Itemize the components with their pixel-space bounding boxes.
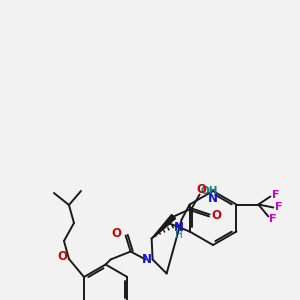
Polygon shape bbox=[152, 214, 176, 239]
Text: F: F bbox=[275, 202, 283, 212]
Text: O: O bbox=[212, 209, 222, 222]
Text: O: O bbox=[57, 250, 67, 263]
Text: N: N bbox=[142, 253, 152, 266]
Text: O: O bbox=[112, 227, 122, 240]
Text: F: F bbox=[272, 190, 280, 200]
Text: OH: OH bbox=[201, 185, 218, 196]
Text: N: N bbox=[208, 191, 218, 205]
Text: O: O bbox=[196, 183, 207, 196]
Text: F: F bbox=[269, 214, 277, 224]
Text: H: H bbox=[175, 230, 182, 241]
Text: N: N bbox=[174, 221, 184, 234]
